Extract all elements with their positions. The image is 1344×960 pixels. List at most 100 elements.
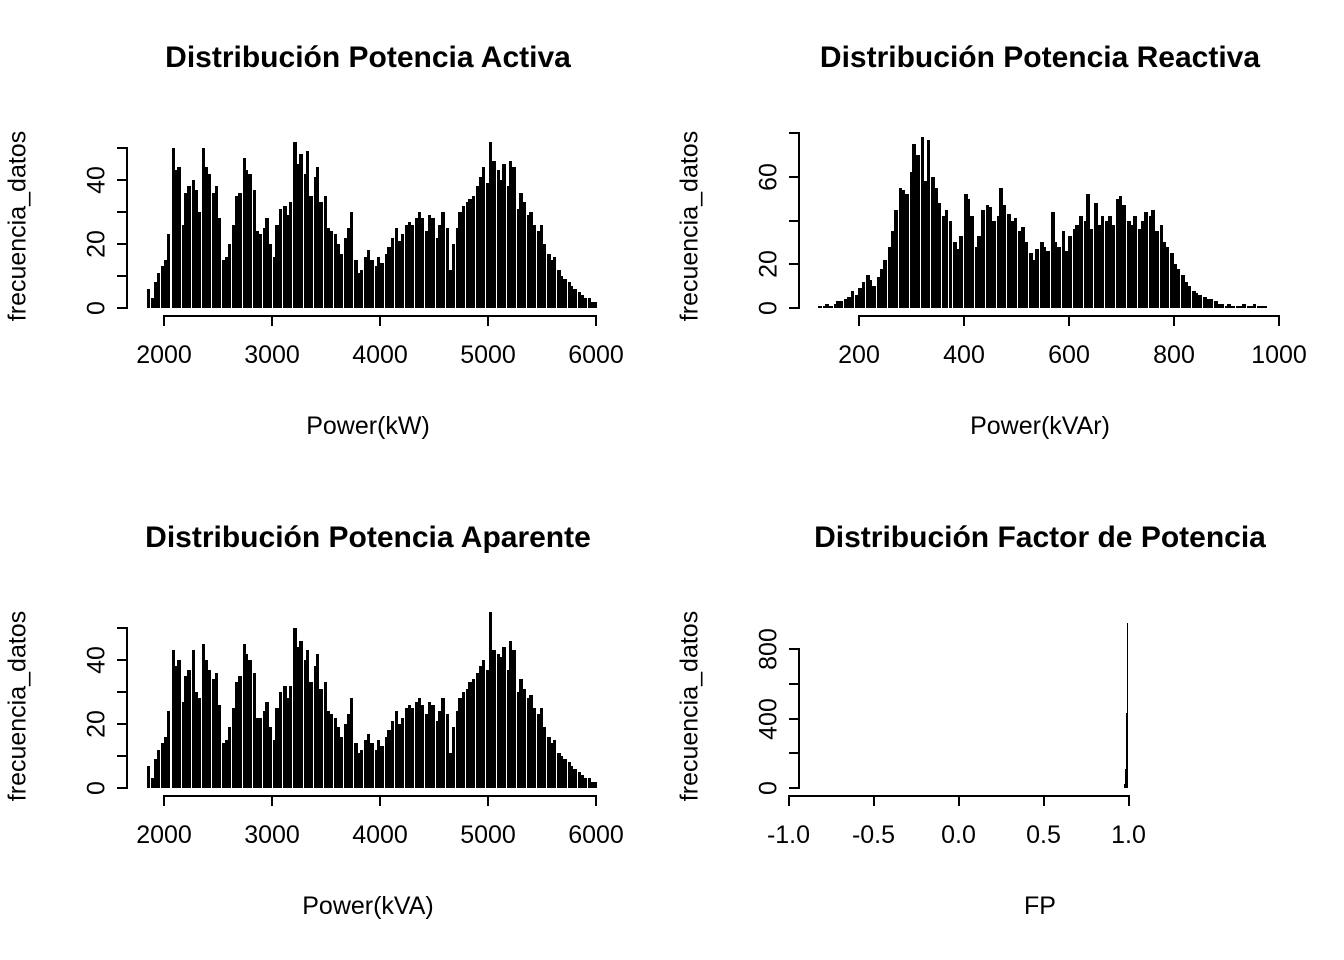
histogram-bar <box>1133 216 1137 308</box>
x-tick-label: 3000 <box>244 821 300 849</box>
histogram-bar <box>272 740 277 788</box>
histogram-bar <box>346 714 350 788</box>
histogram-bar <box>488 612 493 788</box>
panel-potencia-aparente: Distribución Potencia Aparente frecuenci… <box>0 480 672 960</box>
histogram-bar <box>854 294 859 308</box>
histogram-bar <box>580 775 584 788</box>
histogram-bar <box>553 256 557 308</box>
histogram-bar <box>373 266 379 308</box>
histogram-bar <box>251 189 257 308</box>
histogram-bar <box>1068 235 1072 308</box>
histogram-bar <box>197 698 201 788</box>
histogram-bar <box>1263 305 1268 308</box>
histogram-bar <box>333 717 338 788</box>
histogram-bar <box>1136 229 1142 308</box>
histogram-bar <box>1252 303 1257 308</box>
histogram-bar <box>295 164 300 308</box>
histogram-bar <box>468 682 472 788</box>
histogram-bar <box>532 708 537 788</box>
histogram-bar <box>897 187 903 308</box>
histogram-bar <box>383 736 389 788</box>
histogram-bar <box>1223 305 1229 308</box>
histogram-bar <box>207 173 212 308</box>
histogram-bar <box>173 170 178 308</box>
x-tick-mark <box>1173 317 1175 326</box>
histogram-bar <box>970 216 974 308</box>
y-axis-label: frecuencia_datos <box>675 130 704 322</box>
x-tick-label: 5000 <box>460 341 516 369</box>
x-tick-label: 0.0 <box>941 821 976 849</box>
histogram-bar <box>1220 303 1224 308</box>
histogram-bar <box>390 237 394 308</box>
histogram-bar <box>1129 224 1134 308</box>
histogram-bar <box>509 160 513 308</box>
histogram-bar <box>292 628 297 788</box>
x-tick-mark <box>271 317 273 326</box>
histogram-bar <box>258 234 262 308</box>
y-tick-mark <box>117 787 126 789</box>
x-tick-mark <box>163 797 165 806</box>
histogram-bar <box>248 173 252 308</box>
histogram-bar <box>872 286 877 308</box>
histogram-bar <box>498 656 503 788</box>
y-tick-mark <box>789 175 798 178</box>
histogram-bar <box>539 708 543 788</box>
y-tick-label: 40 <box>82 646 111 674</box>
histogram-bar <box>865 275 870 308</box>
histogram-bar <box>981 209 985 308</box>
histogram-bar <box>380 746 384 788</box>
histogram-bar <box>1075 224 1079 308</box>
histogram-bar <box>285 215 289 308</box>
x-tick-label: 0.5 <box>1026 821 1061 849</box>
histogram-bar <box>421 218 425 308</box>
histogram-bar <box>586 298 592 308</box>
histogram-bar <box>539 224 543 308</box>
histogram-bar <box>1042 246 1047 308</box>
histogram-bar <box>563 279 567 308</box>
histogram-bar <box>241 644 246 788</box>
histogram-bar <box>818 305 822 308</box>
histogram-bar <box>228 727 232 788</box>
histogram-bar <box>468 199 472 308</box>
histogram-bar <box>194 692 198 788</box>
x-tick-label: 2000 <box>136 821 192 849</box>
histogram-bar <box>1231 305 1235 308</box>
histogram-bar <box>556 269 561 308</box>
histogram-bar <box>828 305 833 308</box>
histogram-bar <box>465 202 470 308</box>
histogram-bar <box>370 743 374 788</box>
histogram-bar <box>184 192 188 308</box>
histogram-bar <box>1060 231 1066 308</box>
histogram-bar <box>485 669 490 788</box>
histogram-bar <box>944 209 949 308</box>
histogram-bar <box>319 202 323 308</box>
histogram-bar <box>353 260 358 308</box>
histogram-bar <box>465 688 470 788</box>
histogram-bar <box>177 660 181 788</box>
histogram-bar <box>238 676 242 788</box>
histogram-bar <box>336 244 340 308</box>
histogram-bar <box>977 235 982 308</box>
x-tick-label: 1000 <box>1251 341 1307 369</box>
histogram-bar <box>1187 286 1192 308</box>
x-axis-line <box>858 315 1280 317</box>
histogram-bar <box>322 682 328 788</box>
x-tick-mark <box>595 797 597 806</box>
y-tick-mark <box>789 717 798 720</box>
histogram-bar <box>387 247 391 308</box>
histogram-bar <box>221 743 226 788</box>
histogram-bar <box>156 749 161 788</box>
histogram-bar <box>211 192 216 308</box>
histogram-bar <box>289 685 293 788</box>
histogram-bar <box>258 717 262 788</box>
histogram-bar <box>488 141 493 308</box>
histogram-bar <box>170 148 175 308</box>
histogram-bar <box>546 736 551 788</box>
histogram-bar <box>316 167 320 308</box>
histogram-bar <box>231 708 236 788</box>
histogram-bar <box>292 141 297 308</box>
histogram-bar <box>333 234 338 308</box>
histogram-bar <box>1057 246 1061 308</box>
histogram-bar <box>839 301 844 308</box>
histogram-bar <box>336 727 340 788</box>
